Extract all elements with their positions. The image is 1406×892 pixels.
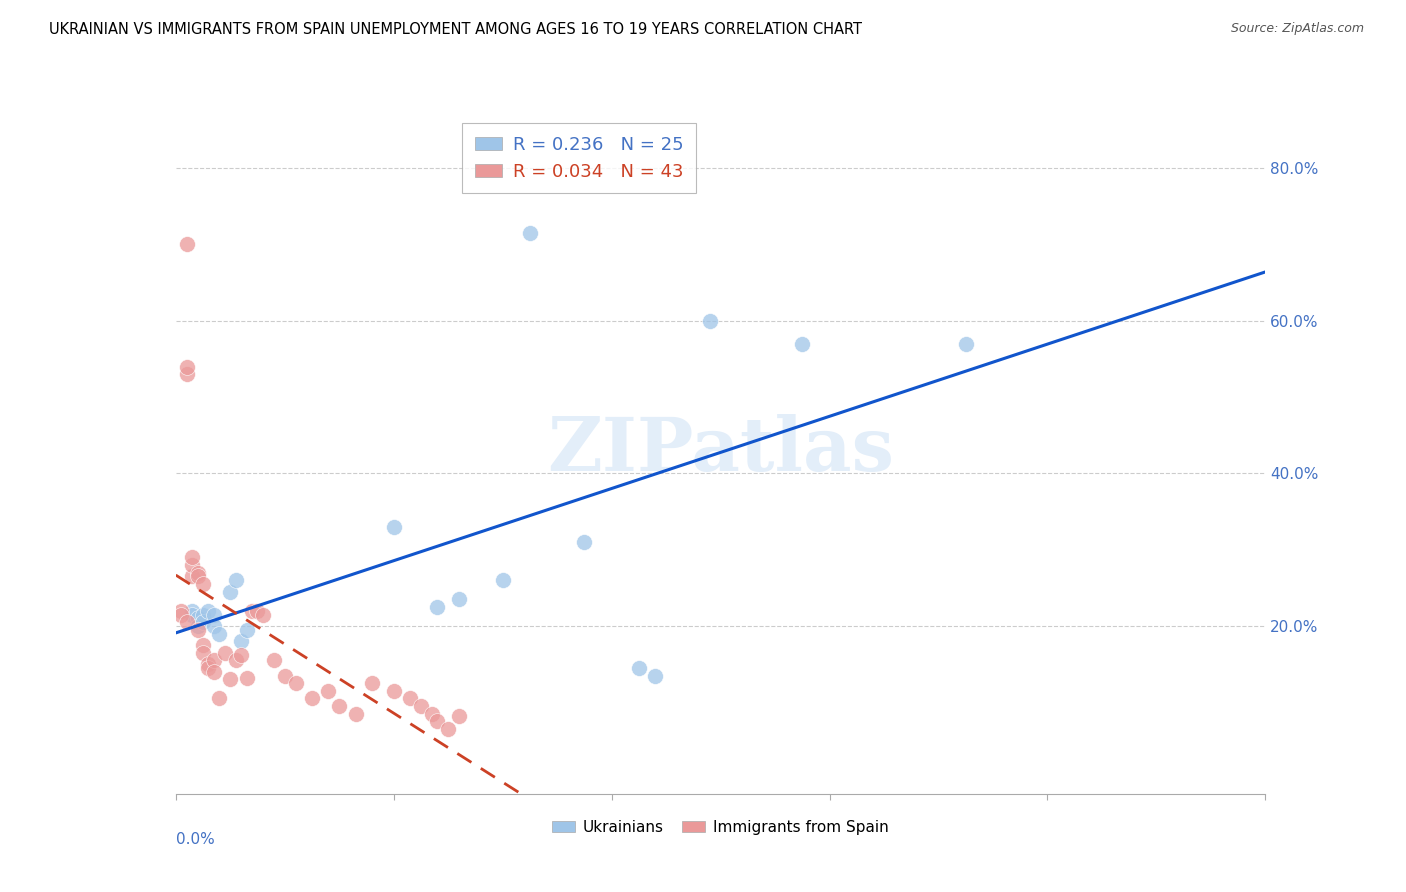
- Point: [252, 607, 274, 622]
- Point: [235, 623, 257, 637]
- Point: [191, 577, 214, 591]
- Point: [202, 653, 225, 667]
- Point: [627, 661, 650, 675]
- Point: [197, 661, 219, 675]
- Point: [382, 683, 405, 698]
- Point: [284, 676, 307, 690]
- Point: [344, 706, 367, 721]
- Point: [186, 569, 209, 583]
- Point: [225, 653, 247, 667]
- Point: [231, 634, 253, 648]
- Point: [382, 520, 405, 534]
- Point: [360, 676, 382, 690]
- Point: [263, 653, 285, 667]
- Point: [420, 706, 443, 721]
- Point: [202, 665, 225, 679]
- Point: [792, 336, 814, 351]
- Point: [181, 558, 204, 572]
- Point: [197, 604, 219, 618]
- Text: 0.0%: 0.0%: [176, 831, 215, 847]
- Point: [202, 607, 225, 622]
- Point: [176, 237, 198, 252]
- Point: [447, 709, 470, 723]
- Point: [191, 607, 214, 622]
- Point: [186, 619, 209, 633]
- Point: [409, 699, 432, 714]
- Point: [574, 535, 596, 549]
- Legend: Ukrainians, Immigrants from Spain: Ukrainians, Immigrants from Spain: [547, 814, 894, 841]
- Point: [328, 699, 350, 714]
- Point: [246, 604, 269, 618]
- Point: [170, 607, 193, 622]
- Point: [186, 611, 209, 625]
- Point: [301, 691, 323, 706]
- Point: [176, 359, 198, 374]
- Text: UKRAINIAN VS IMMIGRANTS FROM SPAIN UNEMPLOYMENT AMONG AGES 16 TO 19 YEARS CORREL: UKRAINIAN VS IMMIGRANTS FROM SPAIN UNEMP…: [49, 22, 862, 37]
- Point: [447, 592, 470, 607]
- Point: [170, 604, 193, 618]
- Point: [240, 604, 263, 618]
- Point: [176, 367, 198, 381]
- Point: [176, 615, 198, 630]
- Point: [191, 615, 214, 630]
- Point: [181, 604, 204, 618]
- Point: [208, 691, 231, 706]
- Text: ZIPatlas: ZIPatlas: [547, 414, 894, 487]
- Point: [519, 226, 541, 240]
- Point: [644, 668, 666, 682]
- Point: [191, 638, 214, 652]
- Point: [437, 722, 460, 736]
- Point: [231, 648, 253, 662]
- Point: [202, 619, 225, 633]
- Point: [225, 573, 247, 587]
- Point: [186, 566, 209, 580]
- Point: [219, 584, 242, 599]
- Point: [219, 673, 242, 687]
- Point: [208, 626, 231, 640]
- Point: [274, 668, 297, 682]
- Point: [426, 599, 449, 614]
- Point: [181, 550, 204, 565]
- Point: [699, 314, 721, 328]
- Point: [492, 573, 515, 587]
- Point: [426, 714, 449, 729]
- Text: Source: ZipAtlas.com: Source: ZipAtlas.com: [1230, 22, 1364, 36]
- Point: [214, 646, 236, 660]
- Point: [191, 646, 214, 660]
- Point: [955, 336, 977, 351]
- Point: [181, 569, 204, 583]
- Point: [399, 691, 422, 706]
- Point: [318, 683, 340, 698]
- Point: [181, 607, 204, 622]
- Point: [197, 657, 219, 672]
- Point: [186, 623, 209, 637]
- Point: [235, 671, 257, 685]
